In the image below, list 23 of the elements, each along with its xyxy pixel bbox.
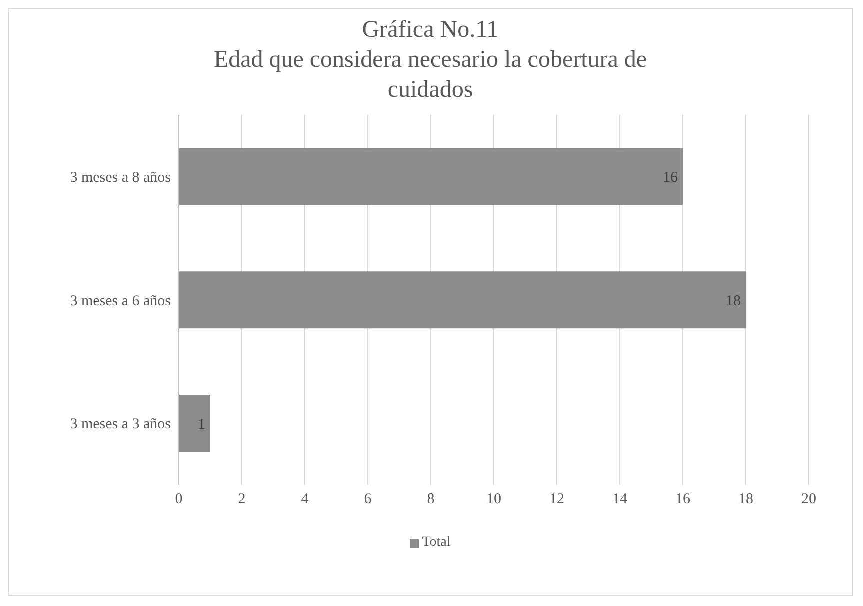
x-tick-label: 14 (612, 492, 628, 508)
bar (179, 394, 210, 452)
bar (179, 272, 746, 329)
x-tick-label: 18 (738, 492, 754, 508)
x-tick-label: 2 (238, 492, 246, 508)
y-tick-label: 3 meses a 8 años (70, 170, 172, 186)
x-tick-label: 6 (364, 492, 372, 508)
x-tick-label: 20 (802, 492, 816, 508)
chart-subtitle: Edad que considera necesario la cobertura de cuidados (212, 46, 648, 105)
bar (179, 148, 683, 206)
data-label: 18 (726, 293, 741, 310)
chart-title: Gráfica No.11 (361, 16, 500, 45)
data-label: 1 (198, 416, 206, 433)
x-tick-label: 8 (427, 492, 435, 508)
legend-label: Total (422, 535, 451, 551)
data-label: 16 (663, 170, 678, 186)
x-tick-label: 16 (676, 492, 691, 508)
x-tick-label: 4 (301, 492, 310, 508)
y-tick-label: 3 meses a 3 años (70, 416, 172, 433)
x-tick-label: 0 (175, 492, 183, 508)
x-tick-label: 12 (550, 492, 564, 508)
x-tick-label: 10 (486, 492, 502, 508)
y-tick-label: 3 meses a 6 años (70, 293, 172, 310)
